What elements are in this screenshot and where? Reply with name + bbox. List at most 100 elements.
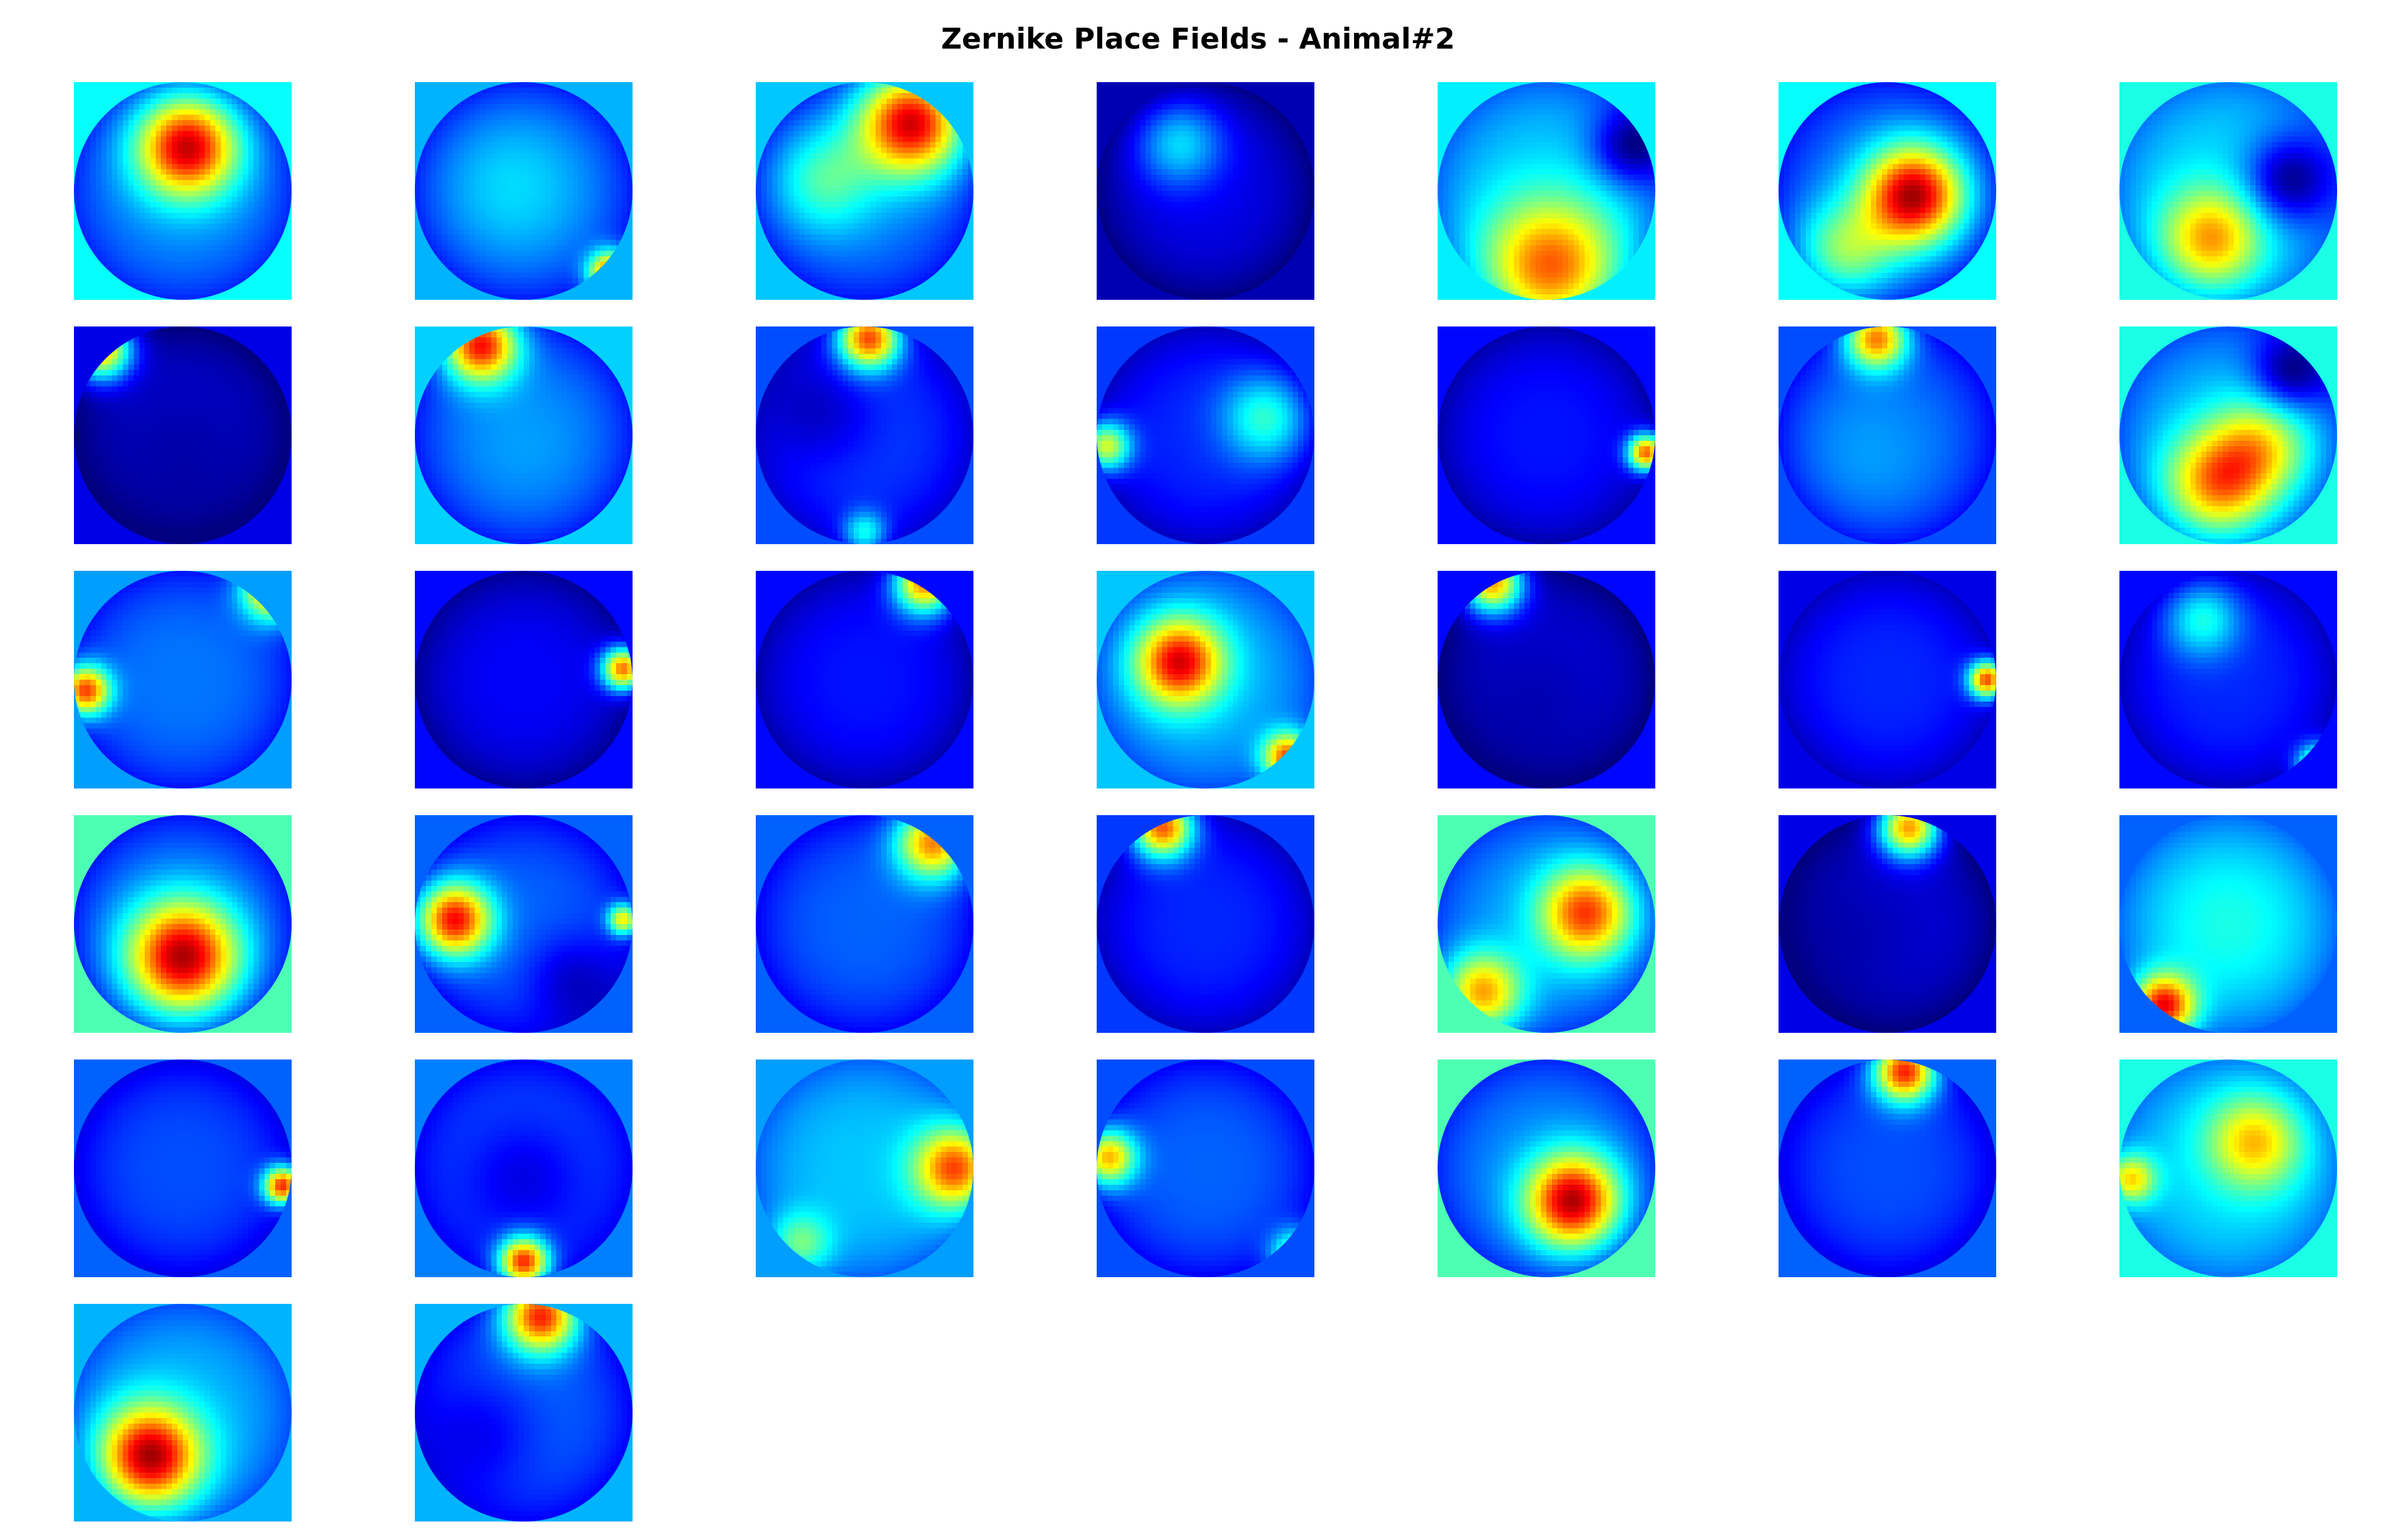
field-disc bbox=[1779, 815, 1996, 1033]
field-disc bbox=[74, 571, 292, 788]
place-field-panel-12 bbox=[1438, 326, 1655, 544]
field-disc bbox=[415, 571, 633, 788]
place-field-heatmap-7 bbox=[2119, 82, 2337, 300]
field-disc bbox=[1438, 82, 1655, 300]
place-field-heatmap-33 bbox=[1438, 1060, 1655, 1277]
place-field-panel-27 bbox=[1779, 815, 1996, 1033]
place-field-panel-18 bbox=[1097, 571, 1314, 788]
place-field-heatmap-5 bbox=[1438, 82, 1655, 300]
place-field-heatmap-1 bbox=[74, 82, 292, 300]
place-field-panel-22 bbox=[74, 815, 292, 1033]
place-field-panel-33 bbox=[1438, 1060, 1655, 1277]
place-field-heatmap-30 bbox=[415, 1060, 633, 1277]
place-field-heatmap-29 bbox=[74, 1060, 292, 1277]
place-field-heatmap-14 bbox=[2119, 326, 2337, 544]
place-field-panel-2 bbox=[415, 82, 633, 300]
place-field-heatmap-20 bbox=[1779, 571, 1996, 788]
place-field-heatmap-2 bbox=[415, 82, 633, 300]
place-field-heatmap-18 bbox=[1097, 571, 1314, 788]
place-field-heatmap-19 bbox=[1438, 571, 1655, 788]
place-field-panel-36 bbox=[74, 1304, 292, 1522]
place-field-heatmap-4 bbox=[1097, 82, 1314, 300]
place-field-panel-13 bbox=[1779, 326, 1996, 544]
place-field-panel-10 bbox=[756, 326, 973, 544]
field-disc bbox=[415, 815, 633, 1033]
field-disc bbox=[415, 1304, 633, 1522]
field-disc bbox=[74, 326, 292, 544]
field-disc bbox=[1438, 571, 1655, 788]
place-field-panel-14 bbox=[2119, 326, 2337, 544]
place-field-panel-28 bbox=[2119, 815, 2337, 1033]
place-field-panel-8 bbox=[74, 326, 292, 544]
place-field-panel-15 bbox=[74, 571, 292, 788]
field-disc bbox=[756, 326, 973, 544]
place-field-panel-26 bbox=[1438, 815, 1655, 1033]
field-disc bbox=[415, 82, 633, 300]
place-field-panel-11 bbox=[1097, 326, 1314, 544]
field-disc bbox=[2119, 571, 2337, 788]
place-field-panel-9 bbox=[415, 326, 633, 544]
field-disc bbox=[1438, 1060, 1655, 1277]
field-disc bbox=[1779, 571, 1996, 788]
place-field-heatmap-17 bbox=[756, 571, 973, 788]
field-disc bbox=[1097, 571, 1314, 788]
place-field-heatmap-22 bbox=[74, 815, 292, 1033]
field-disc bbox=[2119, 1060, 2337, 1277]
field-disc bbox=[1097, 815, 1314, 1033]
place-field-heatmap-6 bbox=[1779, 82, 1996, 300]
field-disc bbox=[415, 326, 633, 544]
place-field-heatmap-26 bbox=[1438, 815, 1655, 1033]
place-field-heatmap-15 bbox=[74, 571, 292, 788]
place-field-panel-5 bbox=[1438, 82, 1655, 300]
field-disc bbox=[415, 1060, 633, 1277]
place-field-panel-25 bbox=[1097, 815, 1314, 1033]
place-field-heatmap-11 bbox=[1097, 326, 1314, 544]
field-disc bbox=[1779, 326, 1996, 544]
field-disc bbox=[1097, 326, 1314, 544]
place-field-heatmap-31 bbox=[756, 1060, 973, 1277]
place-field-panel-6 bbox=[1779, 82, 1996, 300]
field-disc bbox=[756, 571, 973, 788]
place-field-panel-31 bbox=[756, 1060, 973, 1277]
place-field-heatmap-28 bbox=[2119, 815, 2337, 1033]
place-field-panel-32 bbox=[1097, 1060, 1314, 1277]
place-field-panel-3 bbox=[756, 82, 973, 300]
chart-title: Zernike Place Fields - Animal#2 bbox=[0, 22, 2396, 55]
place-field-panel-17 bbox=[756, 571, 973, 788]
field-disc bbox=[1097, 1060, 1314, 1277]
place-field-heatmap-32 bbox=[1097, 1060, 1314, 1277]
place-field-panel-29 bbox=[74, 1060, 292, 1277]
field-disc bbox=[756, 1060, 973, 1277]
place-field-heatmap-21 bbox=[2119, 571, 2337, 788]
place-field-heatmap-25 bbox=[1097, 815, 1314, 1033]
place-field-heatmap-23 bbox=[415, 815, 633, 1033]
field-disc bbox=[2119, 82, 2337, 300]
place-field-heatmap-34 bbox=[1779, 1060, 1996, 1277]
place-field-panel-24 bbox=[756, 815, 973, 1033]
field-disc bbox=[74, 815, 292, 1033]
place-field-panel-34 bbox=[1779, 1060, 1996, 1277]
place-field-heatmap-8 bbox=[74, 326, 292, 544]
field-disc bbox=[2119, 815, 2337, 1033]
place-field-heatmap-3 bbox=[756, 82, 973, 300]
field-disc bbox=[1438, 326, 1655, 544]
place-field-panel-20 bbox=[1779, 571, 1996, 788]
place-field-heatmap-13 bbox=[1779, 326, 1996, 544]
place-field-heatmap-10 bbox=[756, 326, 973, 544]
place-field-heatmap-27 bbox=[1779, 815, 1996, 1033]
place-field-panel-23 bbox=[415, 815, 633, 1033]
place-field-heatmap-9 bbox=[415, 326, 633, 544]
field-disc bbox=[1779, 1060, 1996, 1277]
place-field-panel-35 bbox=[2119, 1060, 2337, 1277]
field-disc bbox=[756, 815, 973, 1033]
place-field-heatmap-12 bbox=[1438, 326, 1655, 544]
field-disc bbox=[1097, 82, 1314, 300]
field-disc bbox=[1779, 82, 1996, 300]
place-field-panel-19 bbox=[1438, 571, 1655, 788]
place-field-panel-21 bbox=[2119, 571, 2337, 788]
place-field-panel-4 bbox=[1097, 82, 1314, 300]
place-field-heatmap-35 bbox=[2119, 1060, 2337, 1277]
field-disc bbox=[74, 1304, 292, 1522]
place-field-heatmap-16 bbox=[415, 571, 633, 788]
